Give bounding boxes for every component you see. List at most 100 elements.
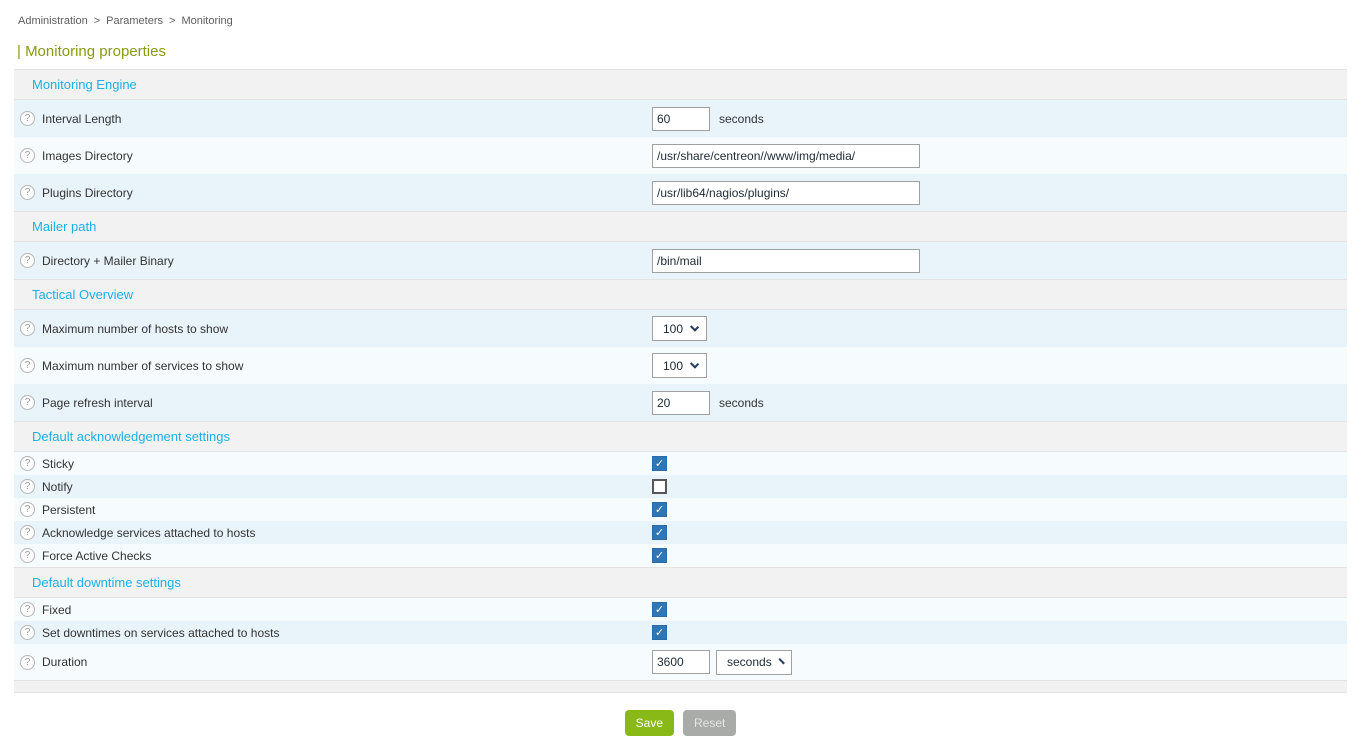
maximum-number-of-hosts-to-show-select-value: 100 (663, 321, 684, 336)
row-field-cell: ✓ (652, 602, 667, 617)
help-icon[interactable]: ? (20, 479, 35, 494)
set-downtimes-on-services-attached-to-hosts-label: Set downtimes on services attached to ho… (42, 625, 280, 640)
settings-table: Monitoring Engine? Interval Length seconds… (14, 69, 1347, 693)
form-row-sticky: ? Sticky ✓ (14, 452, 1347, 475)
row-label-cell: ? Images Directory (14, 148, 652, 163)
row-label-cell: ? Acknowledge services attached to hosts (14, 525, 652, 540)
form-row-fixed: ? Fixed ✓ (14, 598, 1347, 621)
help-icon[interactable]: ? (20, 548, 35, 563)
chevron-down-icon (690, 359, 700, 369)
fixed-label: Fixed (42, 602, 72, 617)
images-directory-input[interactable] (652, 143, 920, 168)
row-field-cell: 100 (652, 353, 707, 378)
save-button[interactable]: Save (624, 710, 674, 736)
interval-length-label: Interval Length (42, 111, 122, 126)
persistent-label: Persistent (42, 502, 96, 517)
maximum-number-of-services-to-show-label: Maximum number of services to show (42, 358, 244, 373)
row-label-cell: ? Set downtimes on services attached to h… (14, 625, 652, 640)
actions-bar: Save Reset (0, 710, 1361, 736)
row-label-cell: ? Notify (14, 479, 652, 494)
acknowledge-services-attached-to-hosts-label: Acknowledge services attached to hosts (42, 525, 256, 540)
row-label-cell: ? Sticky (14, 456, 652, 471)
help-icon[interactable]: ? (20, 321, 35, 336)
row-field-cell (652, 248, 920, 273)
plugins-directory-input[interactable] (652, 180, 920, 205)
reset-button[interactable]: Reset (683, 710, 737, 736)
force-active-checks-label: Force Active Checks (42, 548, 152, 563)
set-downtimes-on-services-attached-to-hosts-checkbox[interactable]: ✓ (652, 625, 667, 640)
row-field-cell: 100 (652, 316, 707, 341)
breadcrumb: Administration > Parameters > Monitoring (0, 0, 1361, 27)
help-icon[interactable]: ? (20, 525, 35, 540)
section-header-mailer-path: Mailer path (14, 211, 1347, 242)
breadcrumb-item-monitoring[interactable]: Monitoring (181, 15, 233, 27)
help-icon[interactable]: ? (20, 602, 35, 617)
row-field-cell: ✓ (652, 456, 667, 471)
row-field-cell (652, 180, 920, 205)
row-label-cell: ? Duration (14, 654, 652, 670)
help-icon[interactable]: ? (20, 502, 35, 517)
chevron-down-icon (778, 657, 785, 664)
maximum-number-of-services-to-show-select[interactable]: 100 (652, 353, 707, 378)
row-label-cell: ? Force Active Checks (14, 548, 652, 563)
row-field-cell (652, 143, 920, 168)
plugins-directory-label: Plugins Directory (42, 185, 133, 200)
notify-label: Notify (42, 479, 73, 494)
row-label-cell: ? Maximum number of hosts to show (14, 321, 652, 336)
persistent-checkbox[interactable]: ✓ (652, 502, 667, 517)
maximum-number-of-hosts-to-show-select[interactable]: 100 (652, 316, 707, 341)
row-label-cell: ? Persistent (14, 502, 652, 517)
row-field-cell: ✓ (652, 525, 667, 540)
interval-length-input[interactable] (652, 106, 710, 131)
maximum-number-of-services-to-show-select-value: 100 (663, 358, 684, 373)
help-icon[interactable]: ? (20, 253, 35, 268)
unit-label: seconds (719, 395, 764, 410)
form-row-interval-length: ? Interval Length seconds (14, 100, 1347, 137)
chevron-down-icon (690, 322, 700, 332)
form-row-maximum-number-of-hosts-to-show: ? Maximum number of hosts to show 100 (14, 310, 1347, 347)
breadcrumb-item-parameters[interactable]: Parameters (106, 15, 163, 27)
form-row-images-directory: ? Images Directory (14, 137, 1347, 174)
help-icon[interactable]: ? (20, 148, 35, 163)
help-icon[interactable]: ? (20, 625, 35, 640)
page-refresh-interval-label: Page refresh interval (42, 395, 153, 410)
breadcrumb-separator: > (169, 15, 176, 27)
help-icon[interactable]: ? (20, 395, 35, 410)
maximum-number-of-hosts-to-show-label: Maximum number of hosts to show (42, 321, 229, 336)
breadcrumb-separator: > (93, 15, 101, 27)
duration-input[interactable] (652, 650, 710, 674)
help-icon[interactable]: ? (20, 456, 35, 471)
force-active-checks-checkbox[interactable]: ✓ (652, 548, 667, 563)
form-row-acknowledge-services-attached-to-hosts: ? Acknowledge services attached to hosts ✓ (14, 521, 1347, 544)
breadcrumb-item-administration[interactable]: Administration (18, 15, 88, 27)
duration-unit-select[interactable]: seconds (716, 649, 792, 675)
form-row-persistent: ? Persistent ✓ (14, 498, 1347, 521)
row-field-cell: ✓ (652, 625, 667, 640)
form-row-maximum-number-of-services-to-show: ? Maximum number of services to show 100 (14, 347, 1347, 384)
unit-label: seconds (719, 111, 764, 126)
form-row-force-active-checks: ? Force Active Checks ✓ (14, 544, 1347, 567)
duration-unit-select-value: seconds (727, 655, 772, 669)
fixed-checkbox[interactable]: ✓ (652, 602, 667, 617)
notify-checkbox[interactable] (652, 479, 667, 494)
acknowledge-services-attached-to-hosts-checkbox[interactable]: ✓ (652, 525, 667, 540)
table-footer (14, 680, 1347, 693)
section-header-tactical-overview: Tactical Overview (14, 279, 1347, 310)
row-field-cell: ✓ (652, 502, 667, 517)
form-row-page-refresh-interval: ? Page refresh interval seconds (14, 384, 1347, 421)
section-header-default-acknowledgement-settings: Default acknowledgement settings (14, 421, 1347, 452)
sticky-checkbox[interactable]: ✓ (652, 456, 667, 471)
help-icon[interactable]: ? (20, 111, 35, 126)
help-icon[interactable]: ? (20, 358, 35, 373)
row-field-cell: seconds (652, 390, 764, 415)
form-row-notify: ? Notify (14, 475, 1347, 498)
row-label-cell: ? Fixed (14, 602, 652, 617)
directory-mailer-binary-input[interactable] (652, 248, 920, 273)
page-refresh-interval-input[interactable] (652, 390, 710, 415)
row-field-cell (652, 479, 667, 494)
section-header-default-downtime-settings: Default downtime settings (14, 567, 1347, 598)
help-icon[interactable]: ? (20, 185, 35, 200)
row-field-cell: seconds (652, 106, 764, 131)
help-icon[interactable]: ? (20, 654, 35, 670)
sticky-label: Sticky (42, 456, 75, 471)
